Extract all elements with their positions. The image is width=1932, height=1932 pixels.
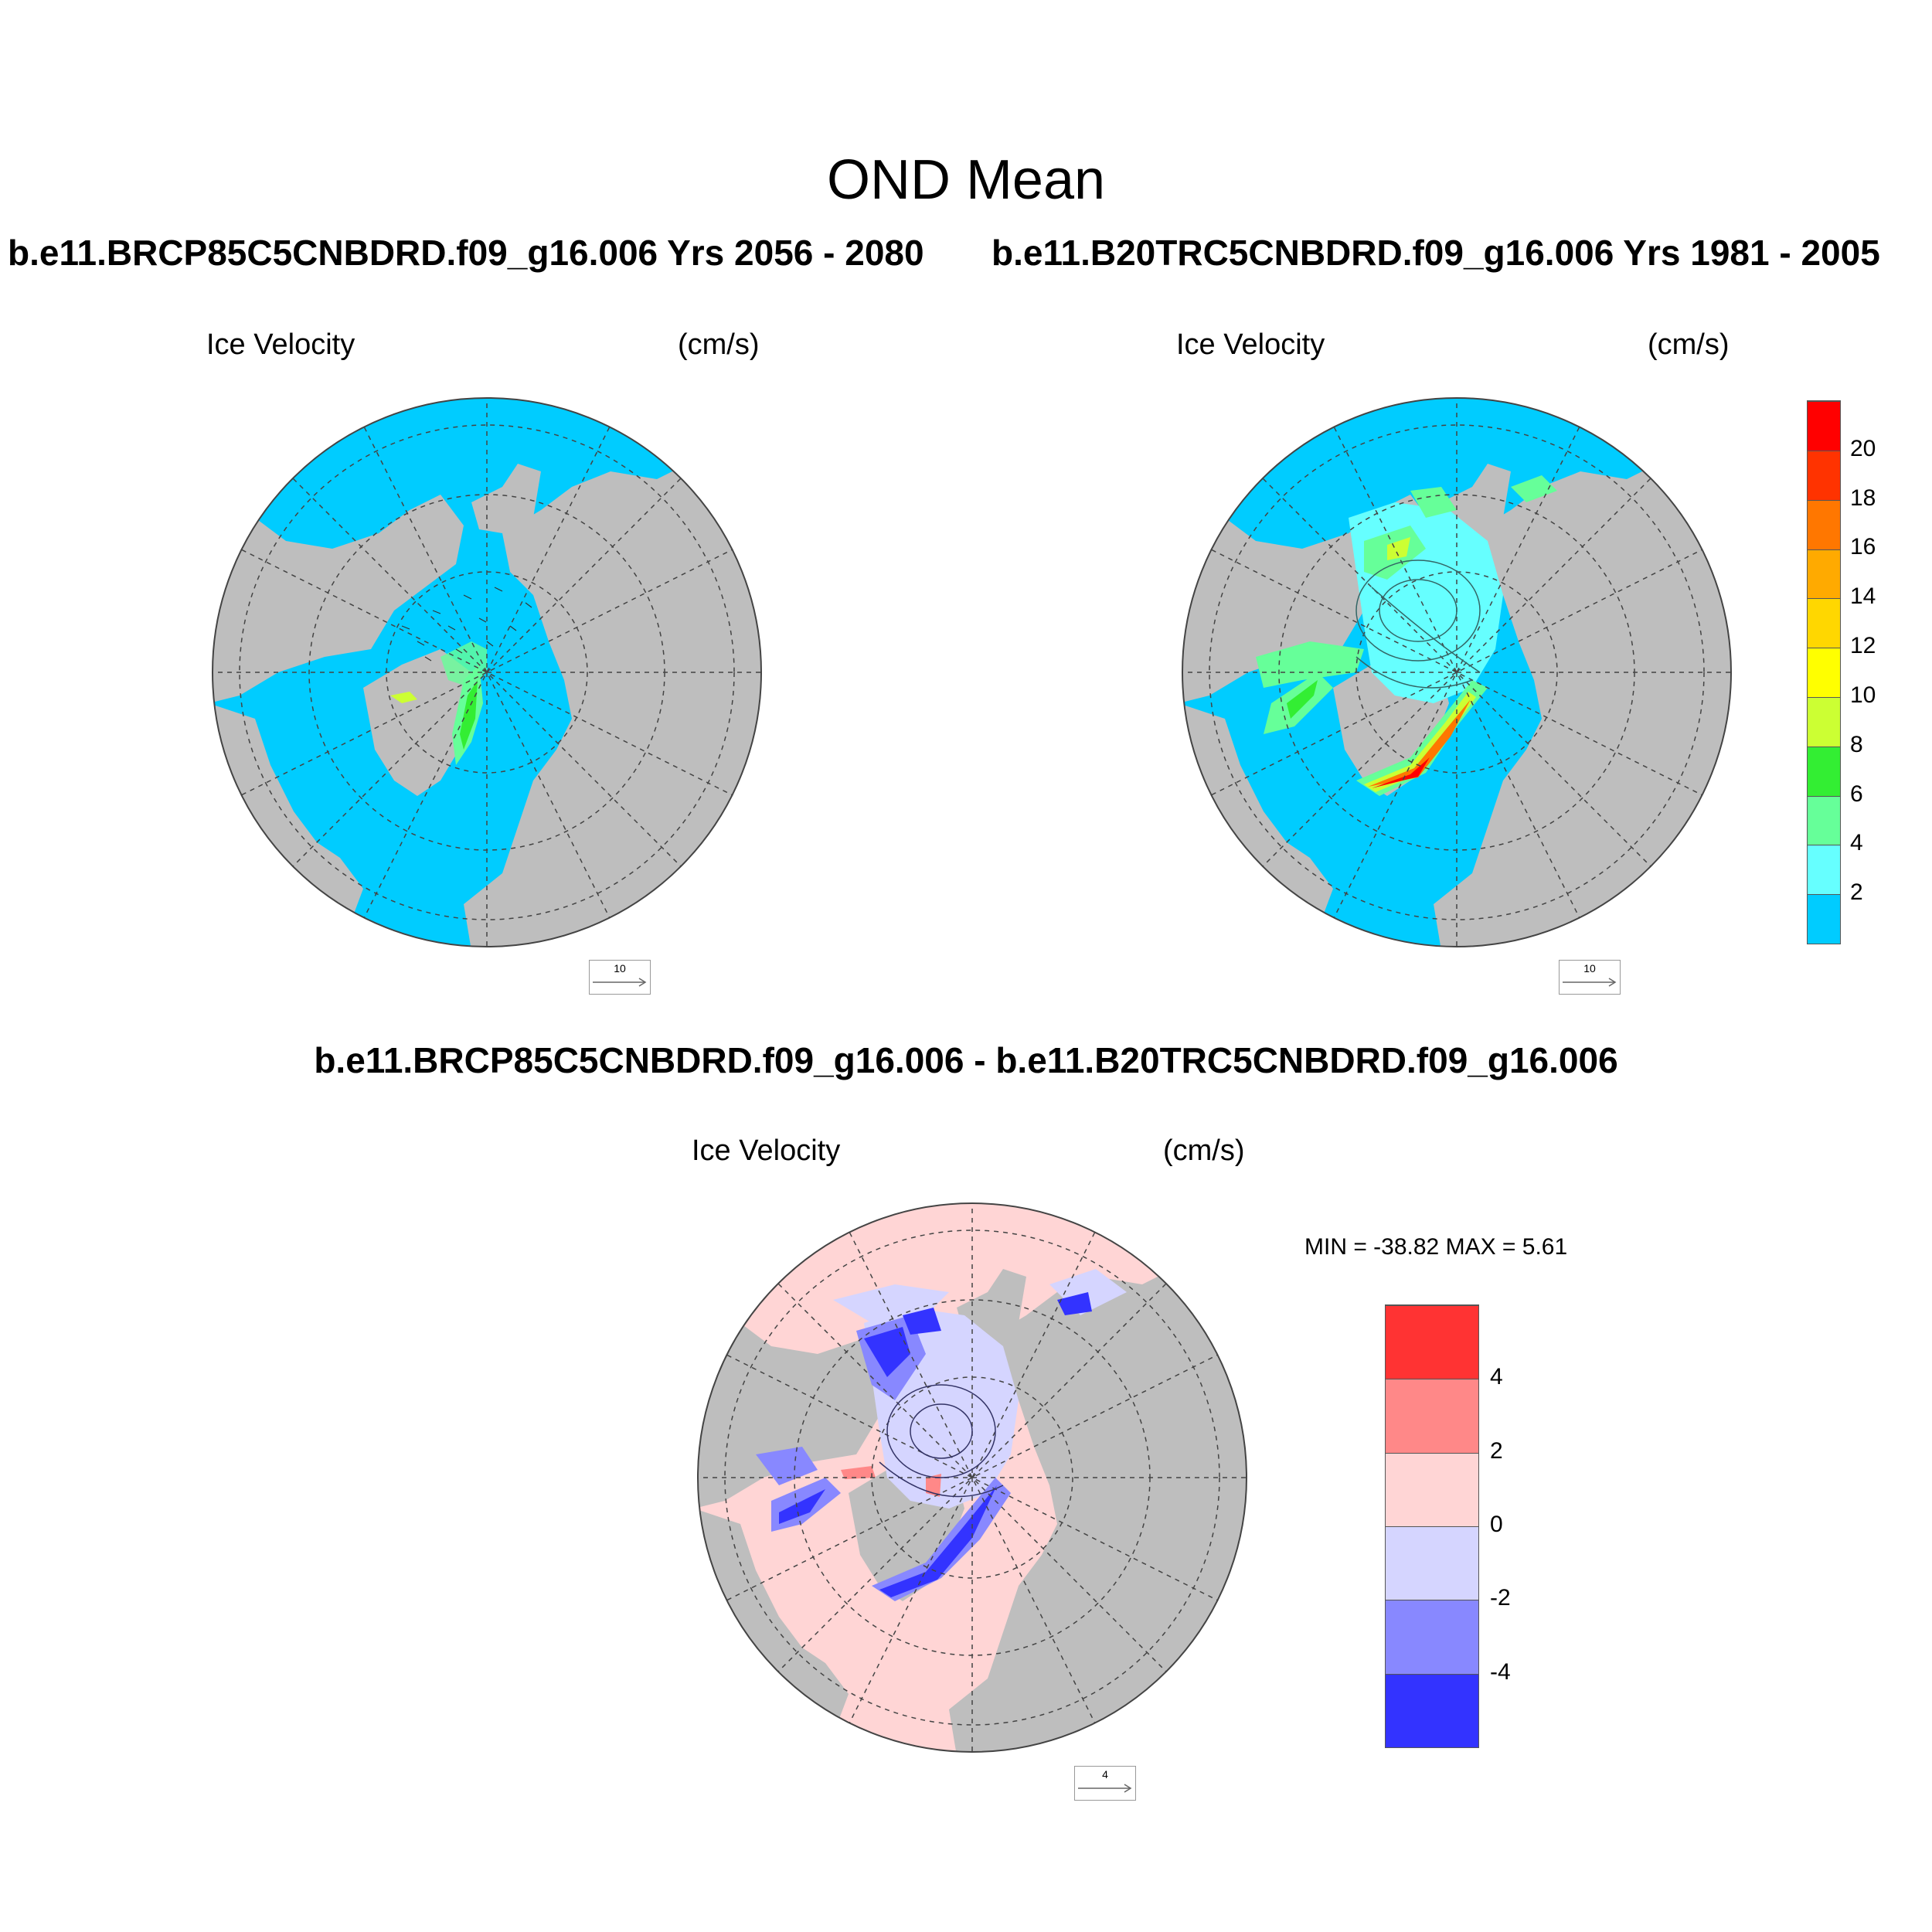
diff-labelbar-tick-label: 4 [1490, 1364, 1503, 1390]
ice-diff-shading [903, 1308, 941, 1335]
diff-labelbar-color-box [1386, 1673, 1478, 1747]
ice-speed-shading [1356, 680, 1488, 796]
velocity-vectors [401, 587, 532, 662]
diff-labelbar-color-box [1386, 1452, 1478, 1527]
panel1-units-label: (cm/s) [678, 328, 760, 361]
ice-diff-shading [841, 1466, 876, 1479]
diff-labelbar-tick-label: -4 [1490, 1658, 1511, 1685]
diff-units-label: (cm/s) [1163, 1134, 1245, 1167]
diff-variable-label: Ice Velocity [692, 1134, 841, 1167]
main-labelbar-color-box [1808, 696, 1840, 747]
main-labelbar-color-box [1808, 845, 1840, 895]
panel1-case-title: b.e11.BRCP85C5CNBDRD.f09_g16.006 Yrs 205… [8, 233, 924, 273]
ice-speed-shading [460, 680, 478, 750]
ice-speed-shading [1511, 475, 1557, 502]
eurasia-land [464, 440, 761, 947]
main-labelbar-tick-label: 18 [1850, 485, 1876, 511]
diff-reference-vector: 4 [1074, 1766, 1136, 1801]
main-labelbar-tick-label: 4 [1850, 830, 1863, 856]
figure-title: OND Mean [826, 149, 1106, 211]
main-labelbar-tick-label: 8 [1850, 731, 1863, 757]
ice-speed-shading [1364, 692, 1476, 792]
main-labelbar-tick-label: 10 [1850, 682, 1876, 708]
siberia-coast-land [1441, 464, 1511, 533]
main-labelbar-tick-label: 20 [1850, 435, 1876, 461]
diff-labelbar [1385, 1304, 1479, 1748]
panel2-reference-vector: 10 [1559, 960, 1621, 995]
main-labelbar-color-box [1808, 549, 1840, 599]
diff-labelbar-tick-label: 0 [1490, 1512, 1503, 1537]
main-labelbar-color-box [1808, 401, 1840, 451]
main-labelbar-tick-label: 2 [1850, 879, 1863, 906]
diff-labelbar-color-box [1386, 1526, 1478, 1600]
panel2-case-title: b.e11.B20TRC5CNBDRD.f09_g16.006 Yrs 1981… [992, 233, 1880, 273]
panel2-variable-label: Ice Velocity [1176, 328, 1325, 361]
velocity-streamlines [879, 1384, 1004, 1498]
ice-diff-shading [879, 1485, 997, 1597]
diff-min-max-stats: MIN = -38.82 MAX = 5.61 [1304, 1234, 1568, 1260]
panel2-units-label: (cm/s) [1648, 328, 1730, 361]
panel1-polar-map [212, 397, 762, 947]
diff-polar-map [697, 1202, 1247, 1753]
main-labelbar-color-box [1808, 598, 1840, 648]
siberia-coast-land [471, 464, 541, 533]
greenland-land [363, 649, 479, 796]
velocity-streamlines [1355, 560, 1481, 689]
diff-labelbar-color-box [1386, 1305, 1478, 1379]
main-labelbar-color-box [1808, 648, 1840, 697]
diff-case-title: b.e11.BRCP85C5CNBDRD.f09_g16.006 - b.e11… [314, 1040, 1618, 1080]
main-labelbar [1807, 400, 1841, 944]
panel2-polar-map [1182, 397, 1732, 947]
diff-labelbar-color-box [1386, 1600, 1478, 1674]
ice-diff-shading [864, 1327, 910, 1377]
main-labelbar-tick-label: 16 [1850, 534, 1876, 560]
diff-labelbar-tick-label: -2 [1490, 1585, 1511, 1611]
ice-diff-shading [1057, 1292, 1092, 1315]
ice-diff-shading [779, 1489, 825, 1524]
ice-diff-shading [926, 1474, 941, 1497]
north-america-land [213, 495, 464, 703]
ice-speed-shading [1387, 537, 1410, 560]
ice-speed-shading [1287, 680, 1318, 719]
main-labelbar-tick-label: 14 [1850, 583, 1876, 610]
main-labelbar-color-box [1808, 746, 1840, 796]
eurasia-land [1434, 440, 1731, 947]
panel1-reference-vector: 10 [589, 960, 651, 995]
main-labelbar-tick-label: 12 [1850, 633, 1876, 659]
graticule [1182, 398, 1731, 947]
main-labelbar-color-box [1808, 795, 1840, 845]
graticule [698, 1203, 1247, 1752]
ice-speed-shading [1256, 641, 1364, 688]
panel1-variable-label: Ice Velocity [206, 328, 355, 361]
main-labelbar-tick-label: 6 [1850, 781, 1863, 807]
ice-speed-shading [390, 692, 417, 703]
diff-labelbar-color-box [1386, 1379, 1478, 1453]
main-labelbar-color-box [1808, 894, 1840, 944]
siberia-coast-land [957, 1269, 1026, 1338]
ice-diff-shading [756, 1447, 818, 1485]
eurasia-land [949, 1246, 1247, 1752]
graticule [213, 398, 761, 947]
main-labelbar-color-box [1808, 499, 1840, 549]
main-labelbar-color-box [1808, 450, 1840, 500]
ice-diff-shading [872, 1478, 1011, 1601]
ice-speed-shading [1372, 757, 1430, 788]
diff-labelbar-tick-label: 2 [1490, 1437, 1503, 1464]
